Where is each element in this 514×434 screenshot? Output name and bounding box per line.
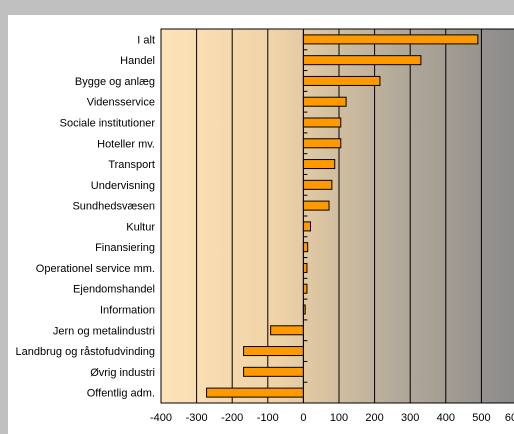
bar-chart: I alt Handel Bygge og anlæg Vidensservice So… [16,28,514,424]
category-label: Finansiering [95,242,155,254]
x-tick-label: -200 [221,412,243,424]
category-label: I alt [137,34,155,46]
category-ticks [302,28,308,404]
category-label: Vidensservice [87,97,155,109]
category-label: Sundhedsvæsen [72,201,155,213]
bar [302,96,347,107]
category-label: Transport [108,159,155,171]
bar [206,387,304,398]
category-labels: I alt Handel Bygge og anlæg Vidensservice So… [16,34,156,399]
bar [243,366,304,377]
x-tick-labels: -400 -300 -200 -100 0 100 200 300 400 500 60 [150,412,514,424]
category-label: Jern og metalindustri [53,325,155,337]
x-tick-label: 500 [472,412,490,424]
x-tick-label: 200 [365,412,383,424]
bar [302,221,312,232]
x-tick-label: 300 [401,412,419,424]
category-label: Øvrig industri [90,367,155,379]
bar [302,75,381,86]
category-label: Kultur [126,221,155,233]
x-tick-label: -300 [186,412,208,424]
category-label: Ejendomshandel [73,284,155,296]
category-label: Operationel service mm. [36,263,155,275]
bar [302,283,308,294]
bar [302,242,309,253]
x-tick-label: 100 [330,412,348,424]
category-label: Hoteller mv. [97,138,155,150]
bar [302,55,422,66]
category-label: Handel [120,55,155,67]
category-label: Offentlig adm. [87,388,155,400]
bar [302,34,479,45]
bar [302,159,336,170]
x-tick-label: -100 [257,412,279,424]
plot-area [160,28,514,404]
category-label: Information [100,305,155,317]
category-label: Undervisning [91,180,155,192]
category-label: Sociale institutioner [60,118,156,130]
x-tick-label: -400 [150,412,172,424]
x-tick-label: 60 [505,412,514,424]
x-tick-label: 400 [437,412,455,424]
x-tick-label: 0 [300,412,306,424]
bar [243,346,304,357]
chart-frame: I alt Handel Bygge og anlæg Vidensservice So… [8,15,514,434]
bar [270,325,304,336]
gridlines [196,29,482,403]
bar [302,200,330,211]
category-label: Landbrug og råstofudvinding [16,346,155,358]
bar [302,262,308,273]
bar [302,179,333,190]
bar [302,117,342,128]
category-label: Bygge og anlæg [75,76,155,88]
bar [302,138,342,149]
